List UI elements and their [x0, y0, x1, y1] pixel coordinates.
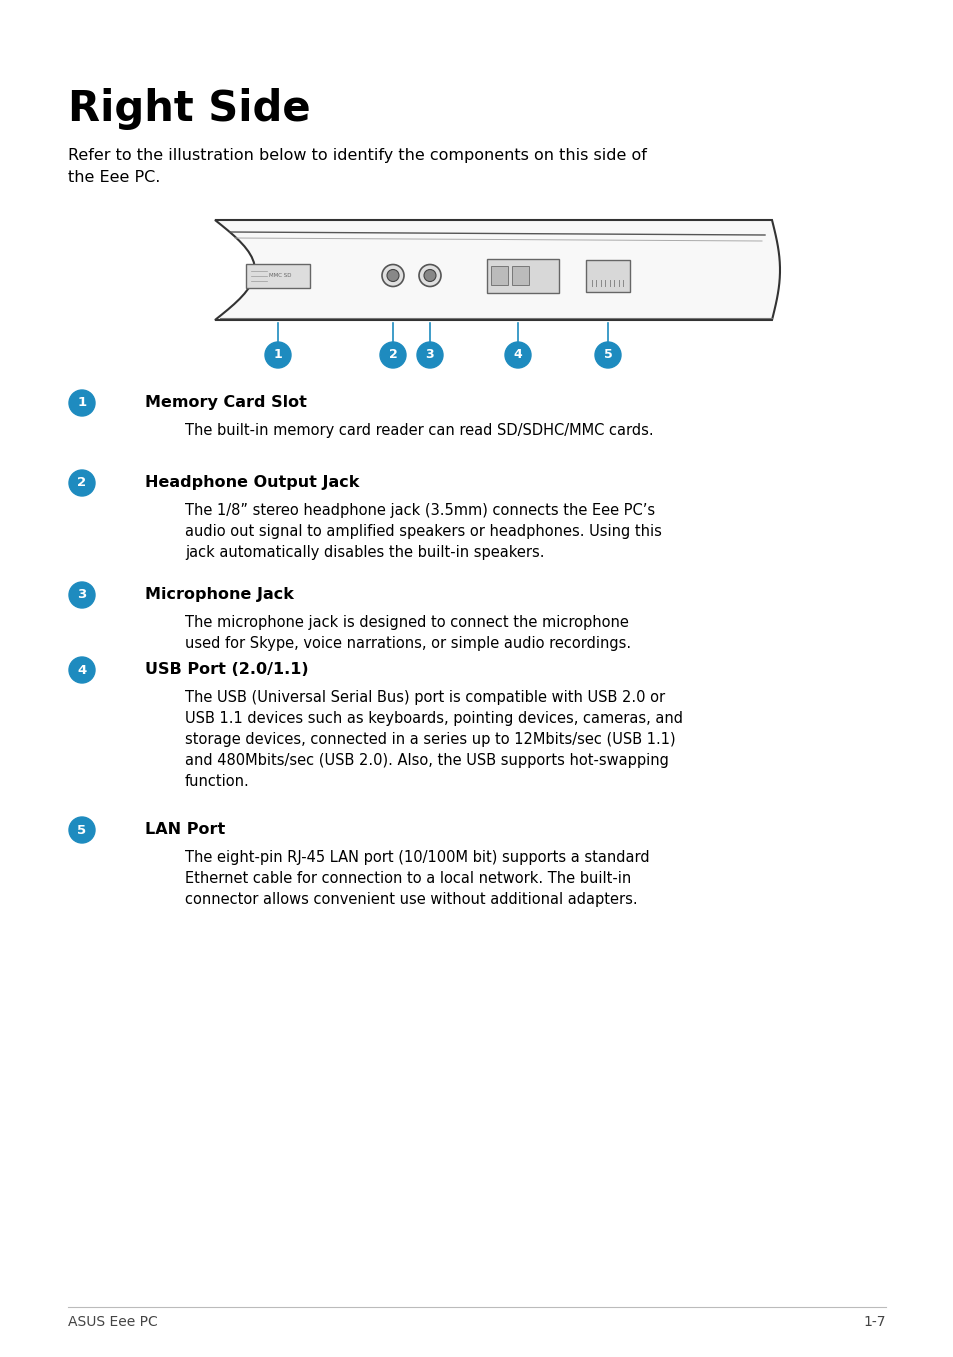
FancyBboxPatch shape [246, 263, 310, 288]
Text: 5: 5 [603, 349, 612, 361]
Text: 3: 3 [425, 349, 434, 361]
Text: 4: 4 [513, 349, 522, 361]
Text: the Eee PC.: the Eee PC. [68, 170, 160, 185]
Text: Refer to the illustration below to identify the components on this side of: Refer to the illustration below to ident… [68, 148, 646, 163]
FancyBboxPatch shape [486, 258, 558, 293]
Text: Headphone Output Jack: Headphone Output Jack [145, 475, 359, 490]
Circle shape [418, 265, 440, 286]
Text: 2: 2 [77, 476, 87, 490]
Circle shape [379, 342, 406, 368]
Text: Microphone Jack: Microphone Jack [145, 588, 294, 603]
Text: The built-in memory card reader can read SD/SDHC/MMC cards.: The built-in memory card reader can read… [185, 423, 653, 438]
Text: MMC SD: MMC SD [269, 273, 291, 278]
Circle shape [504, 342, 531, 368]
Text: LAN Port: LAN Port [145, 822, 225, 837]
Circle shape [69, 817, 95, 843]
Text: 2: 2 [388, 349, 397, 361]
Text: The 1/8” stereo headphone jack (3.5mm) connects the Eee PC’s
audio out signal to: The 1/8” stereo headphone jack (3.5mm) c… [185, 503, 661, 560]
Circle shape [69, 657, 95, 683]
Circle shape [595, 342, 620, 368]
FancyBboxPatch shape [585, 259, 629, 292]
Text: 5: 5 [77, 824, 87, 836]
Text: 3: 3 [77, 589, 87, 601]
Polygon shape [214, 220, 780, 320]
Text: USB Port (2.0/1.1): USB Port (2.0/1.1) [145, 662, 309, 677]
Text: 4: 4 [77, 664, 87, 677]
FancyBboxPatch shape [491, 266, 508, 285]
Text: The eight-pin RJ-45 LAN port (10/100M bit) supports a standard
Ethernet cable fo: The eight-pin RJ-45 LAN port (10/100M bi… [185, 849, 649, 906]
Text: Right Side: Right Side [68, 88, 311, 130]
Text: ASUS Eee PC: ASUS Eee PC [68, 1315, 157, 1329]
Circle shape [69, 582, 95, 608]
Text: The microphone jack is designed to connect the microphone
used for Skype, voice : The microphone jack is designed to conne… [185, 615, 631, 651]
FancyBboxPatch shape [512, 266, 529, 285]
Circle shape [387, 270, 398, 281]
Text: Memory Card Slot: Memory Card Slot [145, 395, 307, 410]
Text: The USB (Universal Serial Bus) port is compatible with USB 2.0 or
USB 1.1 device: The USB (Universal Serial Bus) port is c… [185, 689, 682, 788]
Circle shape [381, 265, 403, 286]
Circle shape [69, 389, 95, 417]
Text: 1: 1 [274, 349, 282, 361]
Circle shape [423, 270, 436, 281]
Circle shape [69, 470, 95, 497]
Text: 1-7: 1-7 [862, 1315, 885, 1329]
Text: 1: 1 [77, 396, 87, 410]
Circle shape [265, 342, 291, 368]
Circle shape [416, 342, 442, 368]
